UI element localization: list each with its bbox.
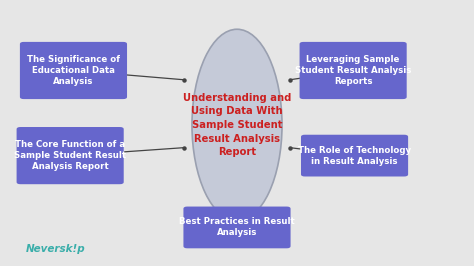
Ellipse shape <box>192 29 282 221</box>
FancyBboxPatch shape <box>20 42 127 99</box>
Text: Best Practices in Result
Analysis: Best Practices in Result Analysis <box>179 217 295 238</box>
FancyBboxPatch shape <box>300 42 407 99</box>
FancyBboxPatch shape <box>183 206 291 248</box>
Text: The Role of Technology
in Result Analysis: The Role of Technology in Result Analysi… <box>298 146 411 166</box>
Text: The Significance of
Educational Data
Analysis: The Significance of Educational Data Ana… <box>27 55 120 86</box>
Text: Leveraging Sample
Student Result Analysis
Reports: Leveraging Sample Student Result Analysi… <box>295 55 411 86</box>
Text: The Core Function of a
Sample Student Result
Analysis Report: The Core Function of a Sample Student Re… <box>14 140 126 171</box>
FancyBboxPatch shape <box>17 127 124 184</box>
Text: Understanding and
Using Data With
Sample Student
Result Analysis
Report: Understanding and Using Data With Sample… <box>183 93 291 157</box>
Text: Neversk!p: Neversk!p <box>26 244 86 254</box>
FancyBboxPatch shape <box>301 135 408 177</box>
